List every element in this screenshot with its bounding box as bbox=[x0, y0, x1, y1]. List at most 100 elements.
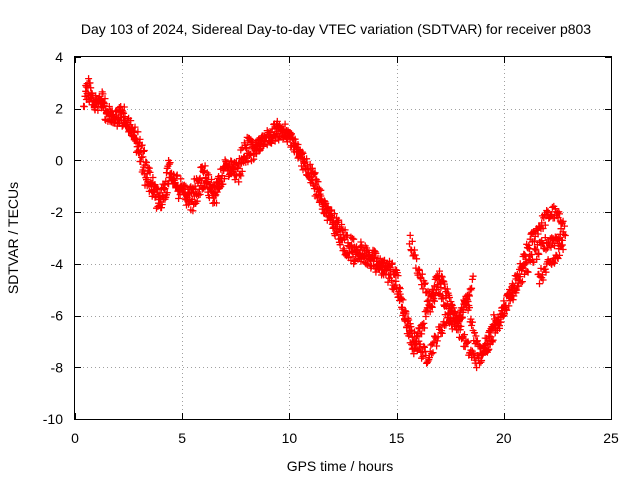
data-point bbox=[426, 354, 433, 362]
data-point bbox=[517, 279, 525, 287]
data-point bbox=[421, 279, 429, 287]
data-point bbox=[408, 333, 416, 341]
data-point bbox=[448, 301, 456, 309]
data-point bbox=[463, 339, 471, 347]
data-point bbox=[201, 183, 209, 191]
data-point bbox=[338, 221, 346, 228]
data-points bbox=[80, 75, 569, 372]
data-point bbox=[428, 291, 436, 299]
y-tick-label: -6 bbox=[51, 308, 64, 324]
x-axis-label: GPS time / hours bbox=[287, 458, 394, 474]
data-point bbox=[211, 192, 219, 200]
data-point bbox=[472, 332, 480, 340]
data-point bbox=[429, 290, 437, 298]
data-point bbox=[189, 207, 197, 215]
data-point bbox=[120, 103, 128, 111]
data-point bbox=[388, 259, 396, 267]
data-point bbox=[408, 237, 416, 245]
data-point bbox=[183, 192, 190, 200]
data-point bbox=[422, 313, 430, 320]
grid bbox=[75, 57, 611, 419]
data-point bbox=[521, 260, 529, 268]
data-point bbox=[448, 300, 456, 308]
data-point bbox=[420, 319, 428, 327]
data-point bbox=[490, 324, 498, 332]
data-point bbox=[200, 184, 208, 192]
data-point bbox=[166, 159, 174, 167]
data-point bbox=[350, 258, 358, 265]
data-point bbox=[388, 276, 396, 284]
data-point bbox=[430, 286, 438, 294]
data-point bbox=[91, 106, 99, 114]
data-point bbox=[120, 109, 128, 117]
axis-ticks bbox=[75, 57, 612, 420]
data-point bbox=[245, 152, 253, 159]
data-point bbox=[130, 129, 138, 137]
data-point bbox=[497, 318, 505, 326]
y-tick-label: 0 bbox=[55, 152, 63, 168]
data-point bbox=[461, 331, 468, 339]
y-tick-label: -10 bbox=[43, 411, 63, 427]
data-point bbox=[446, 294, 453, 301]
data-point bbox=[459, 308, 467, 316]
data-point bbox=[401, 307, 409, 315]
data-point bbox=[355, 251, 363, 259]
data-point bbox=[244, 158, 252, 166]
data-point bbox=[501, 302, 509, 310]
data-point bbox=[231, 176, 239, 184]
data-point bbox=[493, 326, 501, 334]
data-point bbox=[429, 349, 437, 357]
data-point bbox=[501, 310, 508, 318]
data-point bbox=[528, 251, 536, 258]
data-point bbox=[422, 352, 430, 359]
data-point bbox=[87, 89, 95, 97]
data-point bbox=[208, 176, 215, 183]
chart-title: Day 103 of 2024, Sidereal Day-to-day VTE… bbox=[81, 21, 591, 37]
data-point bbox=[534, 230, 542, 238]
data-point bbox=[551, 259, 558, 267]
data-point bbox=[221, 156, 229, 164]
data-point bbox=[518, 278, 526, 286]
data-point bbox=[82, 83, 90, 91]
data-point bbox=[513, 286, 521, 294]
data-point bbox=[544, 208, 552, 216]
data-point bbox=[234, 164, 242, 172]
data-point bbox=[421, 324, 428, 332]
data-point bbox=[561, 232, 569, 239]
data-point bbox=[524, 268, 532, 276]
data-point bbox=[419, 285, 427, 293]
y-axis-label: SDTVAR / TECUs bbox=[5, 182, 21, 294]
data-point bbox=[213, 199, 220, 207]
y-tick-label: -2 bbox=[51, 204, 64, 220]
y-tick-label: 4 bbox=[55, 49, 63, 65]
data-point bbox=[267, 128, 275, 136]
data-point bbox=[328, 206, 336, 214]
data-point bbox=[252, 141, 260, 149]
data-point bbox=[139, 153, 147, 161]
data-point bbox=[458, 304, 466, 312]
data-point bbox=[438, 329, 446, 337]
data-point bbox=[362, 260, 370, 268]
data-point bbox=[205, 171, 213, 179]
data-point bbox=[377, 261, 385, 269]
data-point bbox=[173, 172, 180, 180]
data-point bbox=[101, 95, 109, 103]
y-tick-label: -8 bbox=[51, 359, 64, 375]
data-point bbox=[281, 120, 289, 128]
data-point bbox=[312, 180, 320, 188]
data-point bbox=[406, 320, 414, 328]
data-point bbox=[468, 275, 476, 283]
data-point bbox=[541, 234, 549, 242]
data-point bbox=[424, 357, 432, 365]
data-point bbox=[453, 317, 461, 325]
data-point bbox=[461, 343, 469, 351]
data-point bbox=[332, 226, 340, 234]
data-point bbox=[490, 311, 498, 319]
data-point bbox=[441, 280, 448, 288]
data-point bbox=[482, 340, 490, 348]
data-point bbox=[140, 147, 148, 155]
data-point bbox=[237, 172, 245, 180]
data-point bbox=[261, 138, 269, 146]
data-point bbox=[308, 176, 316, 184]
